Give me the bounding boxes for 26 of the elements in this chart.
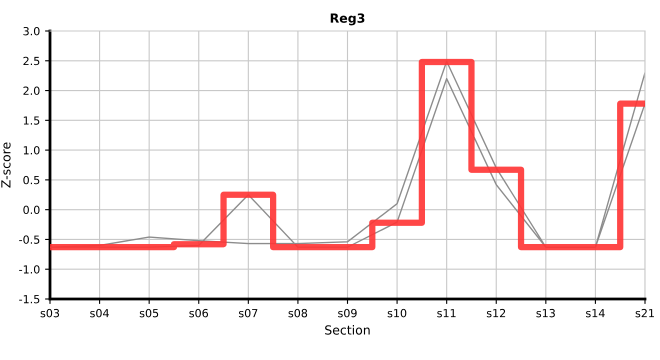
y-axis-title: Z-score xyxy=(1,142,11,188)
x-tick-label: s09 xyxy=(338,308,357,318)
x-tick-label: s03 xyxy=(40,308,60,318)
y-tick-label: -1.0 xyxy=(19,265,40,274)
y-tick-label: 2.0 xyxy=(23,86,40,95)
x-tick-label: s11 xyxy=(437,309,456,318)
y-tick-label: -0.5 xyxy=(19,235,40,244)
x-tick-label: s08 xyxy=(288,308,308,318)
x-tick-label: s06 xyxy=(189,308,208,318)
x-tick-label: s04 xyxy=(90,308,109,318)
x-tick-label: s12 xyxy=(486,308,506,318)
y-tick-label: 3.0 xyxy=(23,26,40,36)
chart-title: Reg3 xyxy=(330,13,364,26)
x-tick-label: s10 xyxy=(388,308,406,318)
y-tick-label: 0.0 xyxy=(23,206,40,214)
y-tick-label: 0.5 xyxy=(23,176,40,184)
x-tick-label: s21 xyxy=(636,308,654,318)
x-tick-label: s07 xyxy=(238,308,258,318)
x-tick-label: s05 xyxy=(140,308,158,318)
x-axis-title: Section xyxy=(325,325,370,335)
y-tick-label: 1.0 xyxy=(24,146,40,154)
y-tick-label: 1.5 xyxy=(24,116,40,125)
x-tick-label: s14 xyxy=(586,309,605,318)
x-tick-label: s13 xyxy=(536,308,555,318)
y-tick-label: -1.5 xyxy=(19,295,40,304)
y-tick-label: 2.5 xyxy=(23,56,40,66)
